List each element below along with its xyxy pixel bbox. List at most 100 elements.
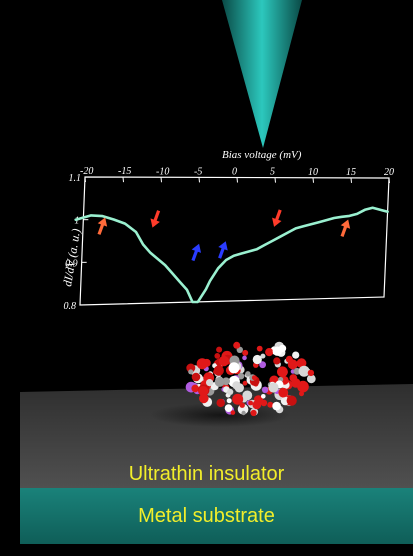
- x-tick-label: -5: [194, 166, 202, 177]
- atom: [198, 386, 209, 396]
- x-tick-label: 20: [384, 167, 394, 178]
- atom: [306, 374, 316, 384]
- atom: [273, 357, 281, 365]
- metal-substrate: [20, 488, 413, 544]
- y-tick-label: 1.1: [69, 173, 82, 184]
- atom: [227, 388, 234, 395]
- molecule-illustration: [185, 341, 316, 417]
- x-tick-mark: [84, 176, 86, 183]
- atom: [226, 398, 232, 404]
- atom: [293, 367, 301, 375]
- x-tick-mark: [274, 177, 276, 183]
- atom: [206, 379, 214, 387]
- atom: [296, 358, 307, 369]
- plot-frame: [79, 176, 390, 306]
- atom: [216, 346, 223, 353]
- atom: [265, 348, 274, 357]
- blue-arrow-up: [218, 241, 228, 259]
- x-tick-mark: [160, 177, 162, 183]
- atom: [252, 400, 262, 410]
- atom: [261, 394, 266, 399]
- atom: [213, 365, 224, 376]
- atom: [259, 361, 266, 369]
- atom: [214, 376, 225, 387]
- atom: [230, 410, 236, 415]
- atom: [242, 380, 248, 386]
- atom: [307, 369, 315, 377]
- atom: [199, 393, 209, 404]
- atom: [267, 401, 274, 408]
- x-tick-label: 5: [270, 167, 275, 178]
- x-tick-mark: [122, 177, 124, 183]
- orange-arrow-up: [340, 219, 351, 237]
- atom: [260, 353, 266, 359]
- x-tick-label: -15: [118, 166, 131, 177]
- x-tick-mark: [350, 177, 352, 183]
- atom: [250, 409, 257, 417]
- atom: [237, 372, 245, 380]
- didv-series-line: [74, 206, 389, 304]
- atom: [216, 398, 225, 408]
- atom: [277, 366, 288, 378]
- atom: [242, 349, 249, 356]
- atom: [261, 386, 269, 393]
- atom: [278, 344, 287, 353]
- atom: [292, 351, 300, 359]
- orange-arrow-up: [97, 217, 108, 235]
- atom: [256, 345, 263, 352]
- atom: [241, 410, 246, 416]
- data-marks: [74, 206, 389, 304]
- blue-arrow-up: [191, 243, 202, 262]
- x-tick-mark: [198, 177, 200, 183]
- atom: [272, 401, 281, 411]
- atom: [234, 383, 244, 393]
- atom: [285, 355, 293, 363]
- y-tick-label: 1: [74, 216, 79, 227]
- atom: [186, 363, 196, 373]
- atom: [196, 358, 208, 370]
- atom: [191, 384, 199, 393]
- atom: [286, 395, 297, 406]
- atom: [252, 354, 262, 365]
- y-tick-label: 0.8: [64, 301, 77, 312]
- y-axis-ticks: 0.8 0.9 1 1.1: [64, 173, 90, 312]
- atom: [188, 369, 194, 375]
- y-tick-label: 0.9: [65, 258, 78, 269]
- x-tick-mark: [312, 177, 314, 183]
- atom: [245, 371, 251, 377]
- red-arrow-down: [272, 209, 282, 227]
- x-tick-label: 10: [308, 167, 318, 178]
- atom: [278, 387, 289, 398]
- x-tick-label: -10: [156, 166, 169, 177]
- didv-chart: -20 -15 -10 -5 0 5 10 15 20 0.8 0.9 1 1.1 Bias volt…: [60, 149, 394, 312]
- x-tick-mark: [388, 177, 390, 184]
- atom: [191, 372, 201, 382]
- red-arrow-down: [150, 210, 161, 228]
- atom: [233, 341, 241, 349]
- atom: [239, 402, 245, 408]
- x-tick-mark: [236, 177, 238, 183]
- atom: [218, 355, 230, 367]
- atom: [248, 400, 254, 406]
- insulator-layer: [20, 384, 413, 488]
- atom: [268, 382, 279, 393]
- stm-tip: [222, 0, 302, 148]
- atom: [242, 355, 247, 361]
- x-axis-ticks: -20 -15 -10 -5 0 5 10 15 20: [80, 166, 394, 184]
- x-tick-label: -20: [80, 166, 93, 177]
- atom: [224, 404, 233, 412]
- atom: [260, 399, 268, 407]
- atom: [228, 362, 240, 374]
- x-axis-label: Bias voltage (mV): [222, 149, 302, 161]
- atom: [232, 393, 244, 405]
- atom: [299, 391, 304, 397]
- x-tick-label: 0: [232, 167, 237, 178]
- insulator-label: Ultrathin insulator: [128, 463, 285, 485]
- atom: [214, 353, 221, 359]
- atom: [297, 380, 309, 393]
- substrate-label: Metal substrate: [138, 505, 275, 527]
- y-axis-label: dI/dV (a. u.): [60, 228, 83, 288]
- x-tick-label: 15: [346, 167, 356, 178]
- atom: [251, 375, 257, 381]
